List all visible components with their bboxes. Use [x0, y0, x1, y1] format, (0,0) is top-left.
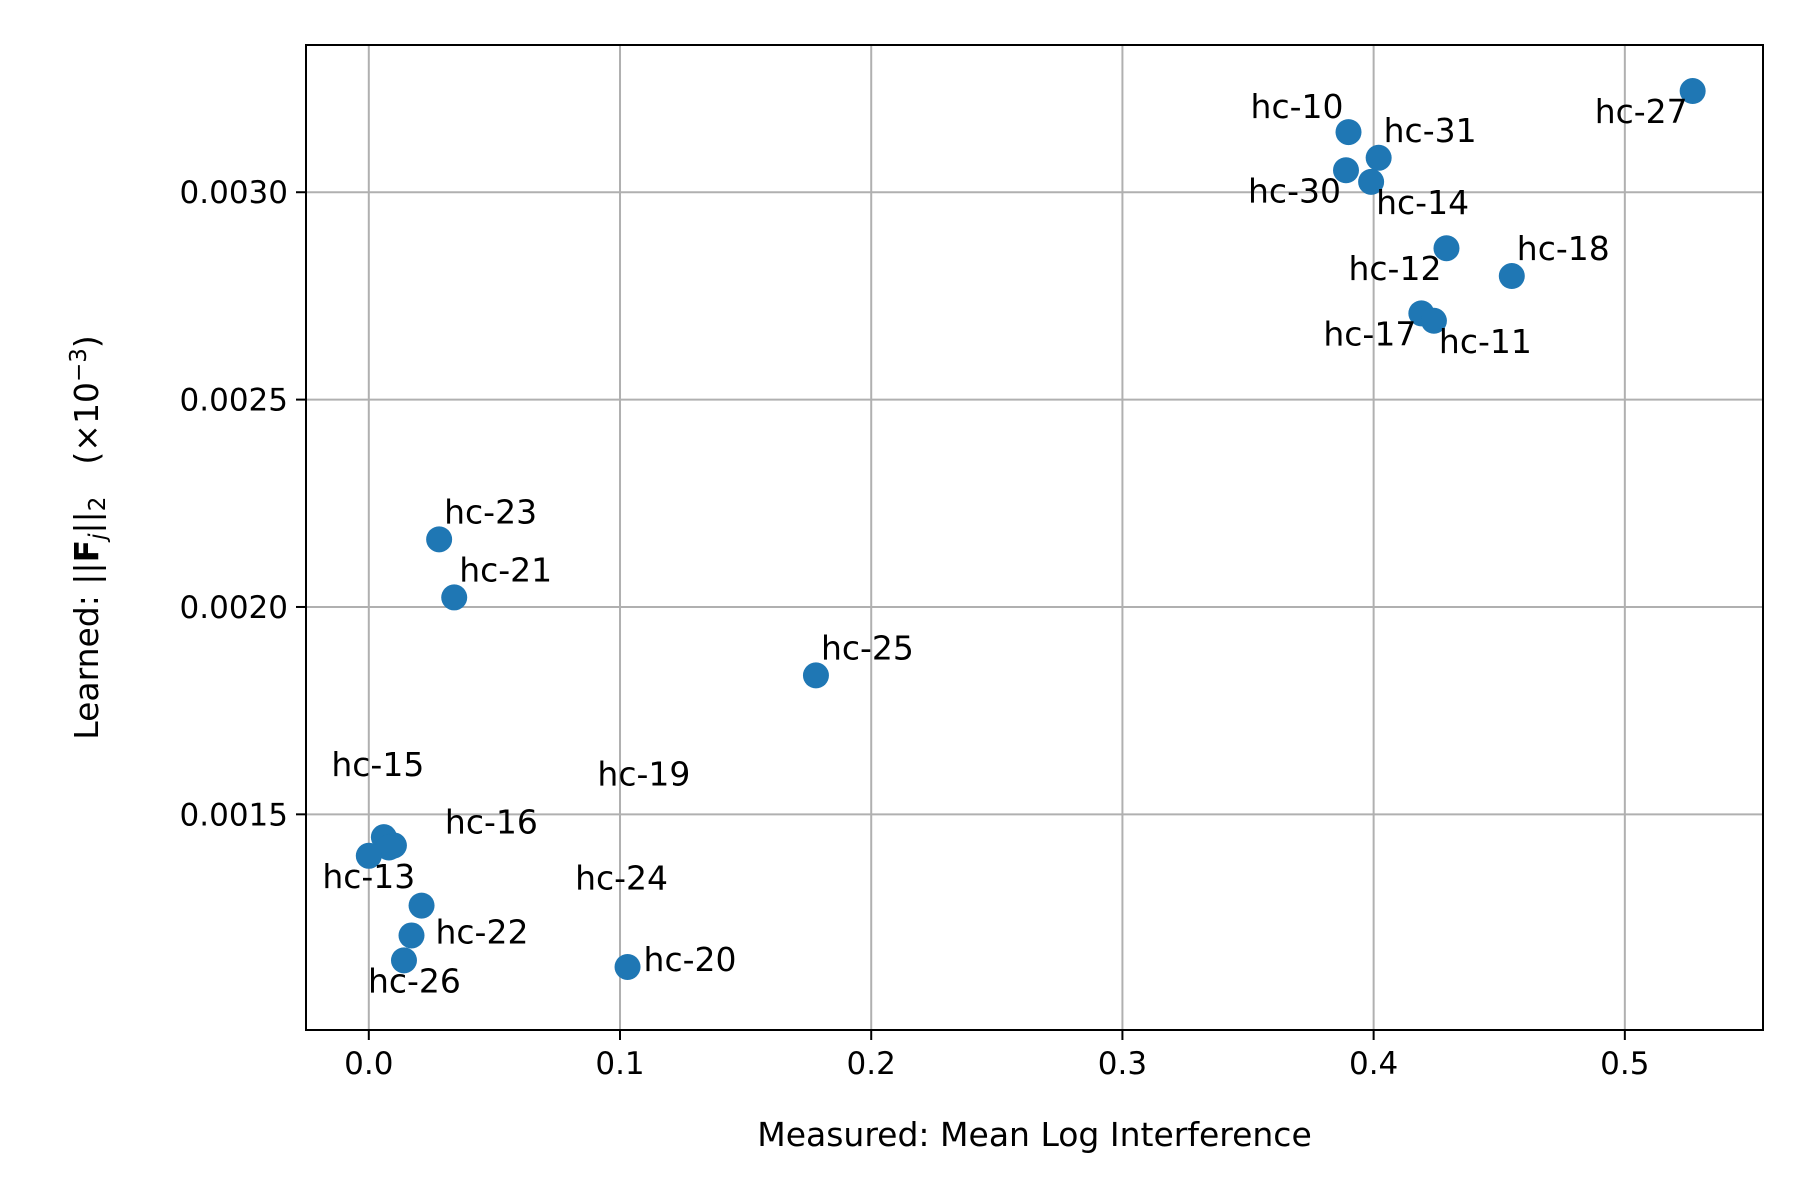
- point-label: hc-19: [597, 755, 690, 794]
- grid-lines: [306, 45, 1763, 1030]
- point-label: hc-17: [1323, 314, 1416, 353]
- axis-ticks: 0.0 0.1 0.2 0.3 0.4 0.5 0.0015 0.0020 0.0025 0.00…: [180, 175, 1650, 1082]
- point-label: hc-31: [1384, 111, 1477, 150]
- data-point: [1332, 157, 1359, 184]
- y-tick-label: 0.0025: [180, 383, 288, 419]
- x-tick-label: 0.1: [595, 1046, 644, 1082]
- data-point: [441, 584, 468, 611]
- data-point: [398, 922, 425, 949]
- point-label: hc-27: [1595, 92, 1688, 131]
- data-point: [1679, 78, 1706, 105]
- data-point: [355, 842, 382, 869]
- y-tick-label: 0.0015: [180, 797, 288, 833]
- point-label: hc-18: [1517, 229, 1610, 268]
- point-label: hc-15: [331, 745, 424, 784]
- point-label: hc-25: [821, 628, 914, 667]
- point-label: hc-13: [322, 857, 415, 896]
- point-label: hc-12: [1349, 249, 1442, 288]
- point-label: hc-22: [436, 912, 529, 951]
- plot-frame: [305, 44, 1764, 1031]
- x-tick-label: 0.4: [1349, 1046, 1398, 1082]
- data-point: [614, 953, 641, 980]
- point-label: hc-24: [575, 859, 668, 898]
- point-label: hc-14: [1376, 183, 1469, 222]
- x-axis-label: Measured: Mean Log Interference: [757, 1115, 1312, 1154]
- point-label: hc-30: [1248, 171, 1341, 210]
- y-tick-label: 0.0020: [180, 590, 288, 626]
- point-label: hc-11: [1439, 322, 1532, 361]
- data-point: [1358, 168, 1385, 195]
- data-point: [802, 662, 829, 689]
- point-label: hc-26: [368, 961, 461, 1000]
- x-tick-label: 0.3: [1098, 1046, 1147, 1082]
- data-point: [408, 892, 435, 919]
- point-labels: hc-10 hc-31 hc-30 hc-14 hc-27 hc-12 hc-18 hc-17…: [322, 87, 1687, 1000]
- data-point: [1335, 119, 1362, 146]
- data-point: [1433, 235, 1460, 262]
- data-point: [390, 947, 417, 974]
- y-axis-label: Learned: ||Fj||2(×10−3): [66, 335, 111, 739]
- x-tick-label: 0.0: [344, 1046, 393, 1082]
- point-label: hc-20: [644, 940, 737, 979]
- data-point: [1420, 307, 1447, 334]
- data-point: [426, 526, 453, 553]
- data-point: [1498, 263, 1525, 290]
- x-tick-label: 0.2: [847, 1046, 896, 1082]
- y-tick-label: 0.0030: [180, 175, 288, 211]
- data-points: [355, 78, 1706, 980]
- point-label: hc-10: [1251, 87, 1344, 126]
- point-label: hc-16: [445, 802, 538, 841]
- data-point: [1365, 144, 1392, 171]
- x-tick-label: 0.5: [1600, 1046, 1649, 1082]
- data-point: [375, 834, 402, 861]
- point-label: hc-23: [444, 492, 537, 531]
- point-label: hc-21: [459, 550, 552, 589]
